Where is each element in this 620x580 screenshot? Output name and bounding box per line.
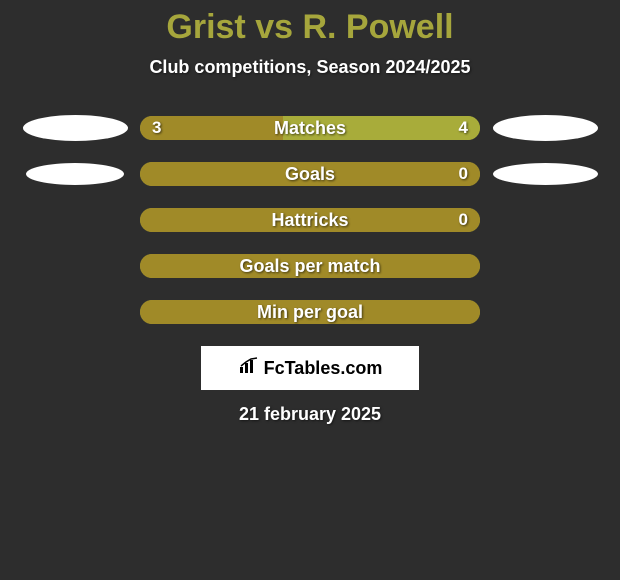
right-player-indicator (480, 163, 610, 185)
stat-bar: Min per goal (140, 300, 480, 324)
main-title: Grist vs R. Powell (0, 8, 620, 47)
stat-value-right: 0 (459, 162, 468, 186)
stat-row: Hattricks0 (0, 208, 620, 232)
stat-row: Goals0 (0, 162, 620, 186)
stat-bar: Goals per match (140, 254, 480, 278)
subtitle: Club competitions, Season 2024/2025 (0, 57, 620, 78)
stat-row: Goals per match (0, 254, 620, 278)
stat-row: Min per goal (0, 300, 620, 324)
stat-label: Hattricks (140, 208, 480, 232)
logo-box: FcTables.com (201, 346, 419, 390)
infographic-container: Grist vs R. Powell Club competitions, Se… (0, 0, 620, 425)
left-player-indicator (10, 163, 140, 185)
ellipse-icon (23, 115, 128, 141)
stat-bar: Matches3 4 (140, 116, 480, 140)
stat-label: Matches (140, 116, 480, 140)
chart-icon (238, 357, 260, 380)
stat-bar: Goals0 (140, 162, 480, 186)
logo-text: FcTables.com (264, 358, 383, 379)
stat-row: Matches3 4 (0, 116, 620, 140)
ellipse-icon (493, 163, 598, 185)
stat-value-left: 3 (152, 116, 161, 140)
stat-value-right: 4 (459, 116, 468, 140)
left-player-indicator (10, 115, 140, 141)
ellipse-icon (493, 115, 598, 141)
stat-label: Goals per match (140, 254, 480, 278)
stat-value-right: 0 (459, 208, 468, 232)
ellipse-icon (26, 163, 124, 185)
stat-label: Min per goal (140, 300, 480, 324)
stats-section: Matches34Goals0Hattricks0Goals per match… (0, 116, 620, 324)
stat-bar: Hattricks0 (140, 208, 480, 232)
date-label: 21 february 2025 (0, 404, 620, 425)
right-player-indicator (480, 115, 610, 141)
logo: FcTables.com (238, 357, 383, 380)
stat-label: Goals (140, 162, 480, 186)
